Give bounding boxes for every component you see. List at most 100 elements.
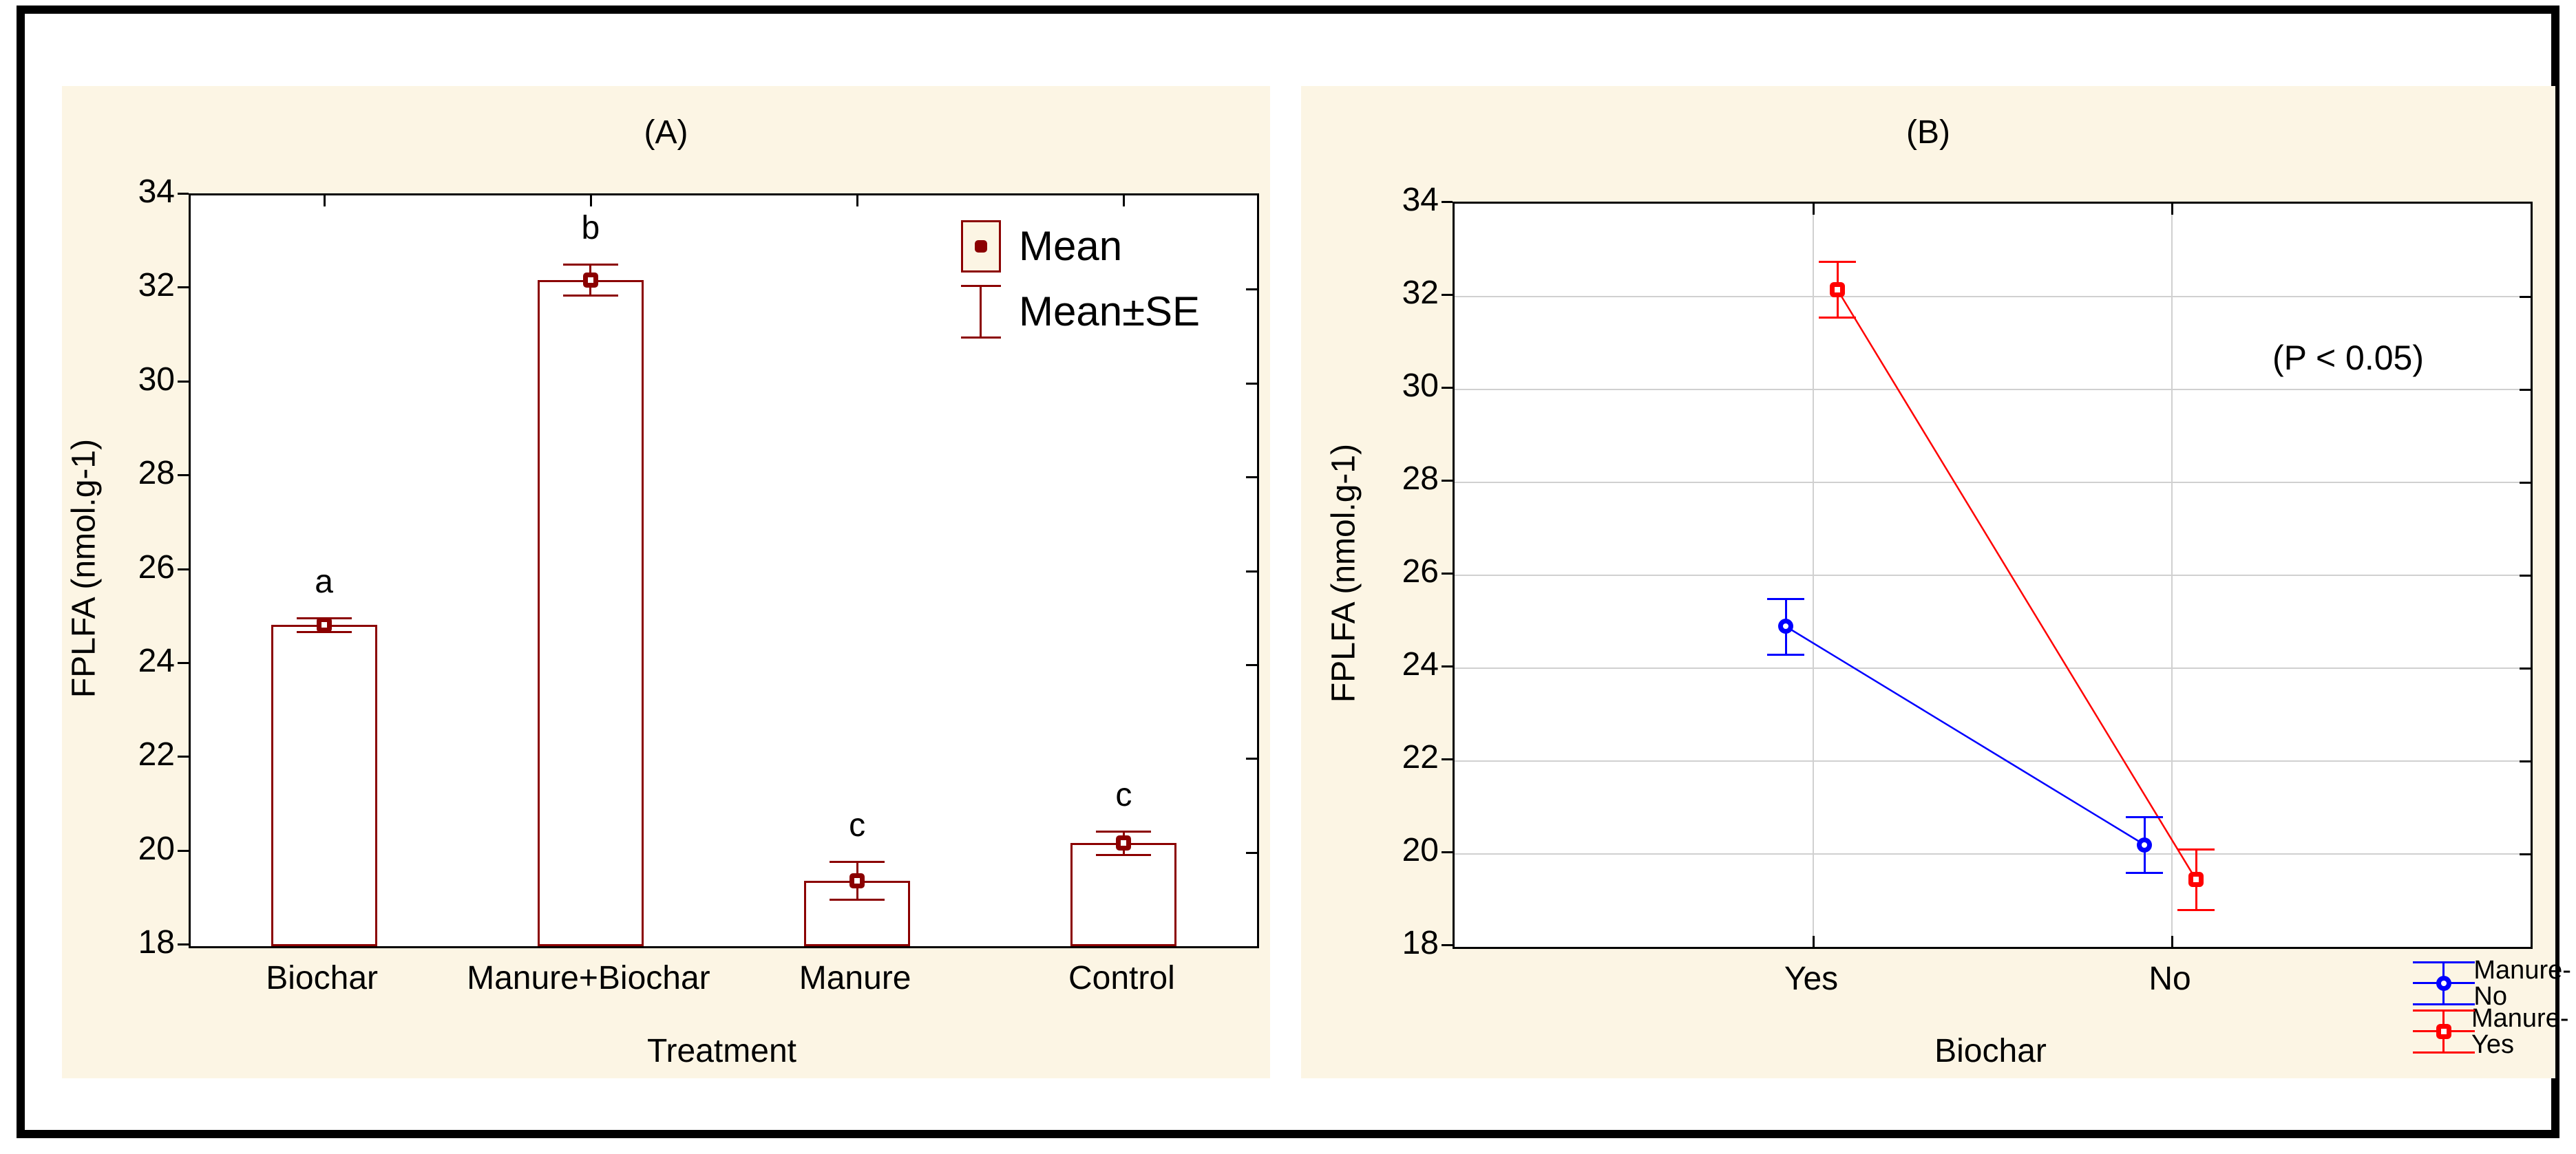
error-bar-cap-bottom xyxy=(2126,872,2163,874)
error-bar-icon xyxy=(961,285,1001,339)
h-gridline xyxy=(1455,575,2531,576)
y-tick-label: 32 xyxy=(138,267,175,304)
error-bar-cap-bottom xyxy=(2177,909,2215,911)
panel-b: (B) FPLFA (nmol.g-1) (P < 0.05) Manure-N… xyxy=(1301,86,2571,1078)
x-category-label: Manure xyxy=(799,960,911,996)
y-tick-left xyxy=(178,380,189,383)
y-tick-left xyxy=(178,661,189,664)
y-tick-label: 20 xyxy=(138,830,175,867)
manure-yes-marker-icon xyxy=(2413,1009,2475,1054)
y-tick-label: 24 xyxy=(138,642,175,679)
error-bar-cap-top xyxy=(1767,597,1804,600)
bar-control xyxy=(1070,842,1177,946)
error-bar-cap-bottom xyxy=(1096,854,1152,857)
panel-b-plot-area: (P < 0.05) Manure-No Manure-Yes xyxy=(1453,202,2571,1058)
y-tick-label: 34 xyxy=(1402,182,1439,218)
y-tick-left xyxy=(178,474,189,477)
error-bar-cap-top xyxy=(2126,816,2163,818)
mean-marker xyxy=(582,272,598,288)
y-tick-left xyxy=(1442,665,1453,667)
y-tick-left xyxy=(178,568,189,570)
x-tick-top xyxy=(1123,195,1126,206)
y-tick-right xyxy=(2520,853,2531,855)
x-tick-bottom xyxy=(2171,936,2173,947)
x-category-label: Manure+Biochar xyxy=(467,960,710,996)
legend-item-mean-label: Mean xyxy=(1019,223,1123,269)
y-tick-left xyxy=(1442,387,1453,389)
y-tick-label: 26 xyxy=(1402,553,1439,590)
y-tick-left xyxy=(1442,944,1453,946)
x-tick-top xyxy=(323,195,326,206)
bar-biochar xyxy=(271,624,377,946)
y-tick-right xyxy=(2520,575,2531,577)
manure-no-marker-icon xyxy=(2413,961,2475,1005)
legend-item-mean-se: Mean±SE xyxy=(961,285,1200,339)
y-tick-left xyxy=(178,849,189,852)
error-bar-cap-top xyxy=(562,264,618,266)
panel-a-title: (A) xyxy=(644,114,688,151)
marker-hole xyxy=(1835,286,1840,292)
y-tick-label: 30 xyxy=(138,361,175,398)
p-value-annotation: (P < 0.05) xyxy=(2272,339,2424,377)
y-tick-left xyxy=(178,286,189,289)
x-tick-bottom xyxy=(1813,936,1815,947)
error-bar-cap-top xyxy=(2177,848,2215,851)
significance-letter: a xyxy=(315,563,333,600)
significance-letter: c xyxy=(849,807,866,844)
h-gridline xyxy=(1455,389,2531,390)
y-tick-label: 20 xyxy=(1402,832,1439,868)
y-tick-label: 24 xyxy=(1402,646,1439,683)
y-tick-label: 30 xyxy=(1402,367,1439,404)
error-bar-cap-bottom xyxy=(1767,653,1804,656)
y-tick-right xyxy=(2520,389,2531,391)
x-category-label: Biochar xyxy=(266,960,378,996)
y-tick-left xyxy=(178,756,189,758)
legend-item-manure-yes-label: Manure-Yes xyxy=(2471,1004,2569,1059)
h-gridline xyxy=(1455,296,2531,297)
significance-letter: c xyxy=(1115,776,1132,813)
panel-b-title: (B) xyxy=(1906,114,1950,151)
x-tick-top xyxy=(1813,204,1815,215)
panel-a-plot-area: a b c c xyxy=(189,193,1259,948)
y-tick-label: 28 xyxy=(1402,460,1439,497)
mean-marker xyxy=(849,873,865,888)
panel-b-legend: Manure-No Manure-Yes xyxy=(2413,957,2576,1059)
error-bar-cap-top xyxy=(1096,830,1152,833)
marker-hole xyxy=(2193,877,2199,883)
legend-item-mean-se-label: Mean±SE xyxy=(1019,288,1201,334)
bar-manure-biochar xyxy=(537,279,644,946)
y-tick-right xyxy=(2520,667,2531,670)
x-category-label: No xyxy=(2149,961,2191,997)
x-tick-top xyxy=(856,195,859,206)
mean-marker-hole xyxy=(854,877,861,884)
mean-marker xyxy=(1116,835,1132,851)
mean-marker-hole xyxy=(321,621,327,628)
v-gridline xyxy=(1813,204,1814,947)
data-point-manure-no xyxy=(1778,619,1793,634)
x-category-label: Yes xyxy=(1784,961,1839,997)
y-tick-right xyxy=(1246,663,1257,666)
data-point-manure-yes xyxy=(2188,872,2204,888)
error-bar-cap-bottom xyxy=(562,295,618,297)
error-bar-cap-bottom xyxy=(1819,317,1856,319)
marker-hole xyxy=(2142,842,2147,848)
y-tick-label: 26 xyxy=(138,548,175,586)
y-tick-left xyxy=(1442,480,1453,482)
y-tick-right xyxy=(2520,296,2531,298)
x-tick-top xyxy=(2171,204,2173,215)
series-lines xyxy=(1785,289,2197,880)
panel-a-x-axis-title: Treatment xyxy=(647,1033,796,1069)
y-tick-right xyxy=(1246,288,1257,291)
h-gridline xyxy=(1455,482,2531,483)
mean-marker-hole xyxy=(1121,840,1127,846)
series-line-manure-no xyxy=(1785,626,2145,846)
v-gridline xyxy=(2171,204,2173,947)
y-tick-label: 22 xyxy=(1402,739,1439,776)
y-tick-right xyxy=(1246,851,1257,854)
y-tick-label: 22 xyxy=(138,736,175,773)
mean-marker-icon xyxy=(961,220,1001,273)
data-point-manure-yes xyxy=(1830,281,1845,297)
y-tick-left xyxy=(178,193,189,195)
y-tick-left xyxy=(1442,758,1453,760)
